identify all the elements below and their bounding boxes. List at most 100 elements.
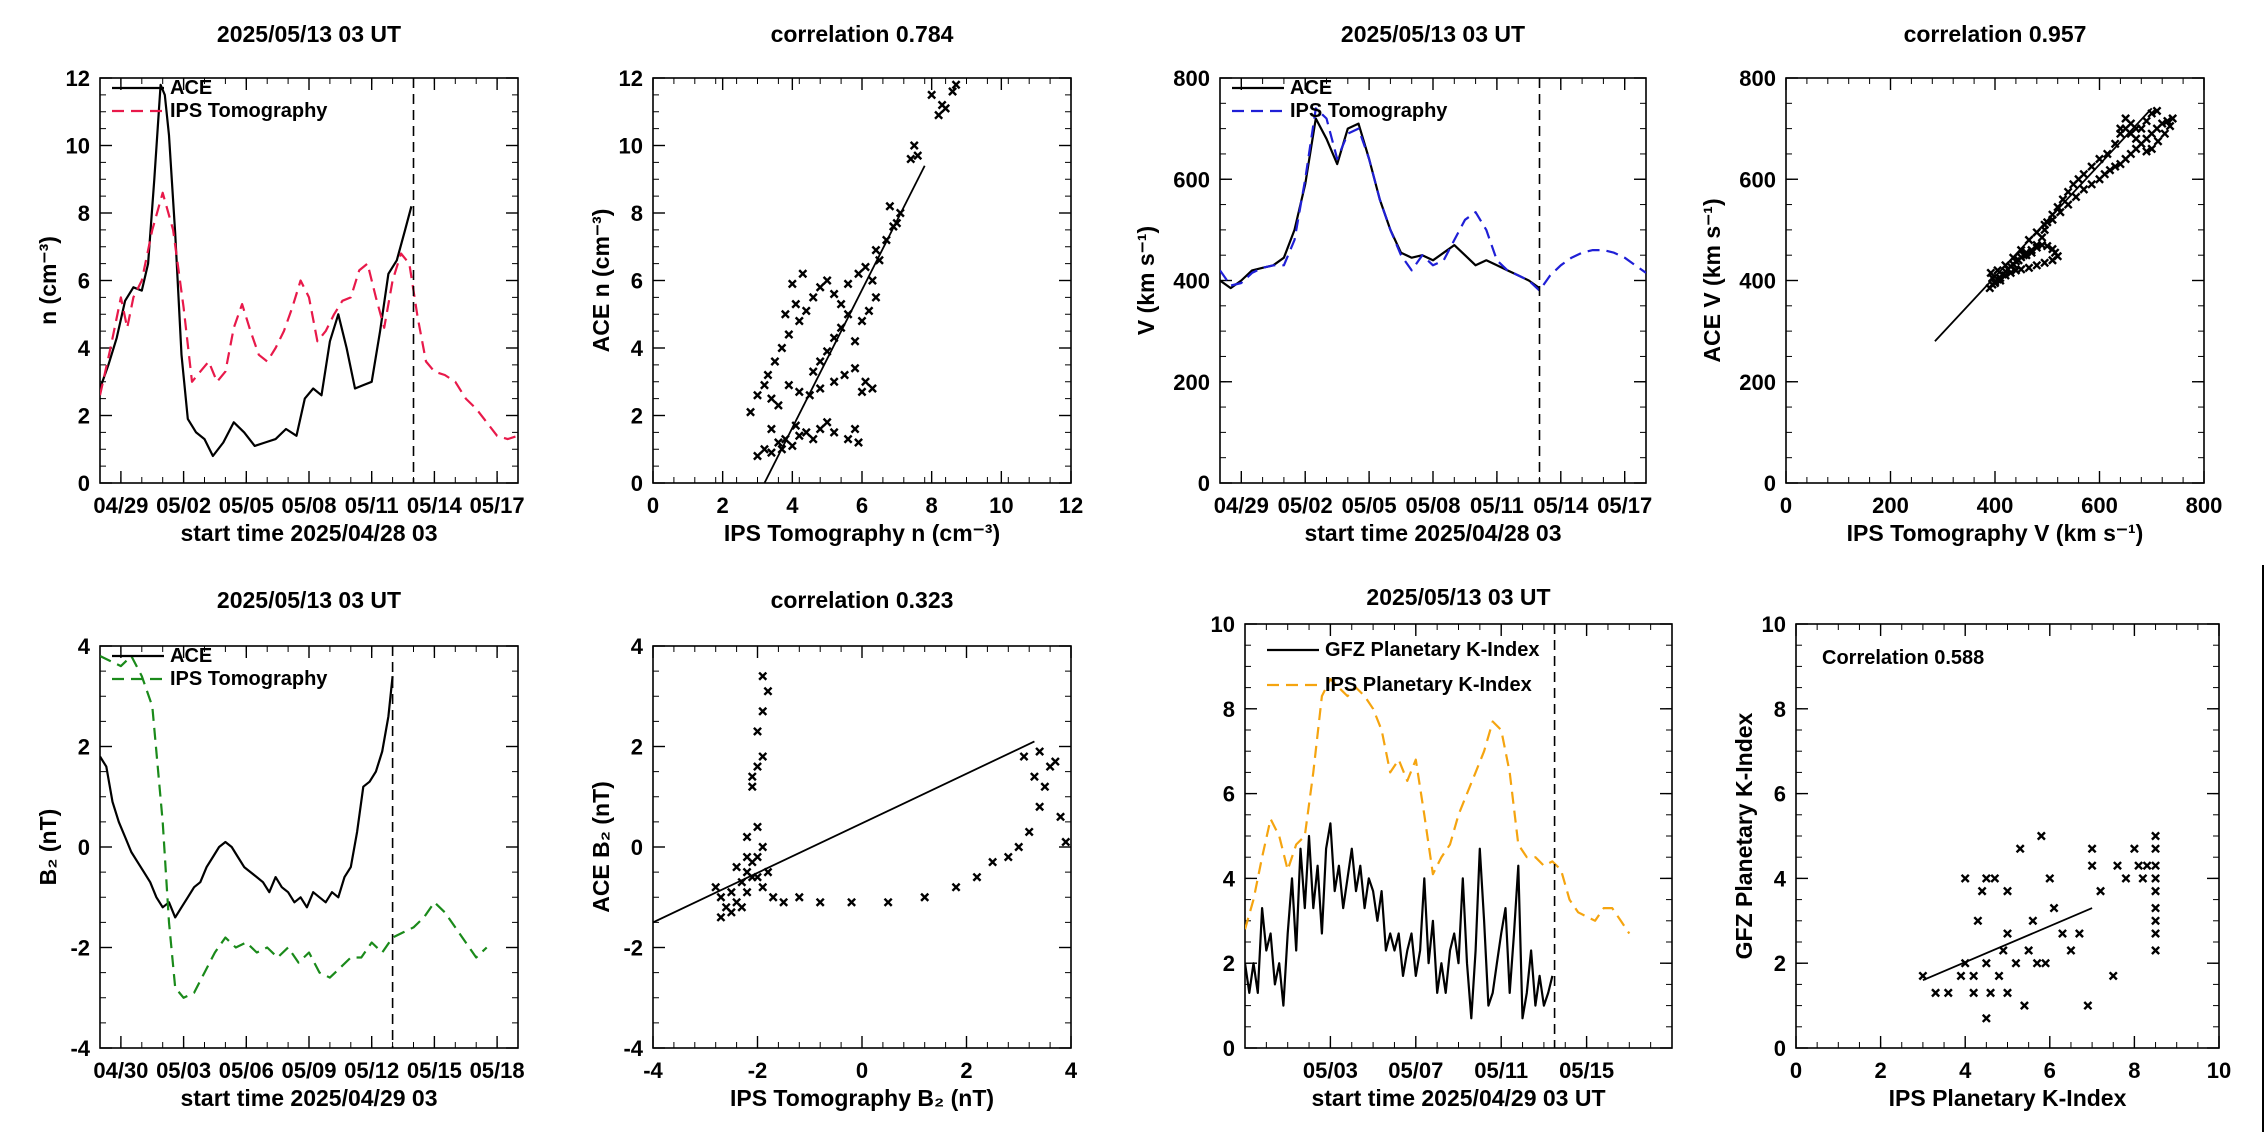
kindex-scatter-point xyxy=(2113,861,2122,871)
kindex-scatter-point xyxy=(2074,929,2084,938)
velocity-scatter-point xyxy=(2157,119,2167,129)
velocity-scatter-point xyxy=(2165,121,2175,131)
density-scatter-point xyxy=(822,417,832,427)
density-scatter-point xyxy=(808,367,818,377)
velocity-timeseries-xtick-label: 04/29 xyxy=(1214,493,1269,518)
density-scatter-data xyxy=(746,80,961,483)
density-scatter-point xyxy=(836,299,846,309)
bz-scatter-point xyxy=(747,772,757,782)
kindex-scatter-ytick-label: 2 xyxy=(1774,951,1786,976)
velocity-scatter-point xyxy=(2042,217,2052,227)
velocity-timeseries-xtick-label: 05/05 xyxy=(1342,493,1397,518)
velocity-scatter-point xyxy=(2079,184,2089,194)
velocity-scatter-point xyxy=(2147,144,2157,154)
velocity-timeseries-legend-label: ACE xyxy=(1290,77,1332,99)
density-scatter-point xyxy=(770,357,780,366)
bz-scatter-ytick-label: 2 xyxy=(631,735,643,760)
kindex-scatter-point xyxy=(2041,958,2051,968)
bz-timeseries-chart: 2025/05/13 03 UT 04/30 05/03 05/06 05/09 05/1… xyxy=(35,587,525,1111)
density-scatter-point xyxy=(850,336,860,346)
density-scatter-point xyxy=(787,441,797,451)
velocity-scatter-xtick-label: 0 xyxy=(1780,493,1792,518)
density-timeseries-xtick-label: 04/29 xyxy=(93,493,148,518)
bz-timeseries-xtick-label: 05/18 xyxy=(470,1058,525,1083)
bz-scatter-point xyxy=(737,902,747,912)
density-scatter-point xyxy=(874,255,884,265)
bz-scatter-point xyxy=(1050,757,1060,767)
kindex-scatter-ytick-label: 4 xyxy=(1774,866,1787,891)
bz-scatter-point xyxy=(758,706,768,716)
kindex-scatter-point xyxy=(1943,988,1953,998)
kindex-scatter-ytick-label: 10 xyxy=(1762,612,1786,637)
density-scatter-point xyxy=(951,80,961,90)
density-scatter-point xyxy=(927,90,937,100)
kindex-timeseries-chart: 2025/05/13 03 UT 05/03 05/07 05/11 05/15 0 2 4 6… xyxy=(1211,584,1673,1111)
density-scatter-point xyxy=(871,245,881,255)
bz-scatter-point xyxy=(768,892,778,902)
velocity-timeseries-series-1 xyxy=(1220,107,1646,292)
bz-timeseries-legend-label: ACE xyxy=(170,645,212,667)
bz-scatter-point xyxy=(920,892,930,902)
kindex-timeseries-ytick-label: 8 xyxy=(1223,697,1235,722)
kindex-scatter-point xyxy=(1969,971,1979,981)
kindex-scatter-annotation: Correlation 0.588 xyxy=(1822,647,1984,669)
bz-scatter-xtick-label: 2 xyxy=(960,1058,972,1083)
kindex-timeseries-xtick-label: 05/03 xyxy=(1303,1058,1358,1083)
kindex-timeseries-data xyxy=(1245,624,1631,1048)
density-scatter-point xyxy=(815,282,825,292)
kindex-scatter-point xyxy=(2151,929,2160,938)
velocity-scatter-point xyxy=(2048,255,2057,265)
bz-scatter-point xyxy=(726,907,736,917)
kindex-scatter-point xyxy=(2151,873,2160,883)
velocity-scatter-point xyxy=(2152,106,2162,116)
kindex-scatter-point xyxy=(2096,886,2106,896)
bz-scatter-xtick-label: 4 xyxy=(1065,1058,1078,1083)
kindex-timeseries-xlabel: start time 2025/04/29 03 UT xyxy=(1311,1085,1605,1111)
bz-scatter-ytick-label: 0 xyxy=(631,835,643,860)
velocity-scatter-point xyxy=(2121,114,2131,123)
velocity-scatter-ytick-label: 800 xyxy=(1739,66,1776,91)
density-timeseries-xtick-label: 05/11 xyxy=(345,493,399,518)
kindex-timeseries-ytick-label: 2 xyxy=(1223,951,1235,976)
bz-scatter-point xyxy=(747,782,757,792)
velocity-scatter-xtick-label: 600 xyxy=(2081,493,2118,518)
density-scatter-ytick-label: 8 xyxy=(631,201,643,226)
bz-scatter-point xyxy=(726,887,736,897)
velocity-scatter-ytick-label: 600 xyxy=(1739,167,1776,192)
bz-scatter-point xyxy=(1019,752,1029,761)
velocity-scatter-point xyxy=(2087,162,2097,172)
velocity-timeseries-title: 2025/05/13 03 UT xyxy=(1341,21,1525,47)
density-scatter-point xyxy=(850,424,860,434)
kindex-scatter-point xyxy=(2121,873,2131,883)
velocity-timeseries-data xyxy=(1220,78,1646,483)
bz-scatter-point xyxy=(1035,802,1045,812)
kindex-scatter-point xyxy=(2011,958,2021,968)
density-scatter-chart: correlation 0.784 0 2 4 6 8 10 12 0 2 4 6 8 10 12 IPS T… xyxy=(588,21,1083,546)
kindex-timeseries-title: 2025/05/13 03 UT xyxy=(1366,584,1550,610)
bz-timeseries-xlabel: start time 2025/04/29 03 xyxy=(180,1085,437,1111)
kindex-scatter-point xyxy=(2036,831,2046,841)
velocity-scatter-point xyxy=(2110,162,2120,172)
velocity-scatter-xtick-label: 400 xyxy=(1977,493,2014,518)
bz-scatter-point xyxy=(1003,852,1013,862)
bz-scatter-point xyxy=(763,686,773,696)
kindex-timeseries-ytick-label: 0 xyxy=(1223,1036,1235,1061)
density-scatter-point xyxy=(854,269,863,279)
kindex-scatter-point xyxy=(2108,971,2118,981)
velocity-timeseries-legend-label: IPS Tomography xyxy=(1290,100,1448,122)
velocity-scatter-point xyxy=(2006,268,2016,278)
bz-timeseries-data xyxy=(100,646,488,1048)
kindex-scatter-point xyxy=(2066,946,2076,955)
velocity-timeseries-ylabel: V (km s⁻¹) xyxy=(1133,226,1159,335)
velocity-timeseries-ytick-label: 400 xyxy=(1173,269,1210,294)
velocity-scatter-point xyxy=(2102,149,2112,159)
velocity-timeseries-xtick-label: 05/17 xyxy=(1597,493,1652,518)
bz-timeseries-title: 2025/05/13 03 UT xyxy=(217,587,401,613)
kindex-scatter-point xyxy=(2151,903,2160,913)
velocity-scatter-ylabel: ACE V (km s⁻¹) xyxy=(1699,198,1725,362)
density-timeseries-ytick-label: 4 xyxy=(78,336,91,361)
density-scatter-point xyxy=(808,292,818,302)
kindex-scatter-point xyxy=(1990,873,2000,883)
density-scatter-point xyxy=(763,370,773,380)
